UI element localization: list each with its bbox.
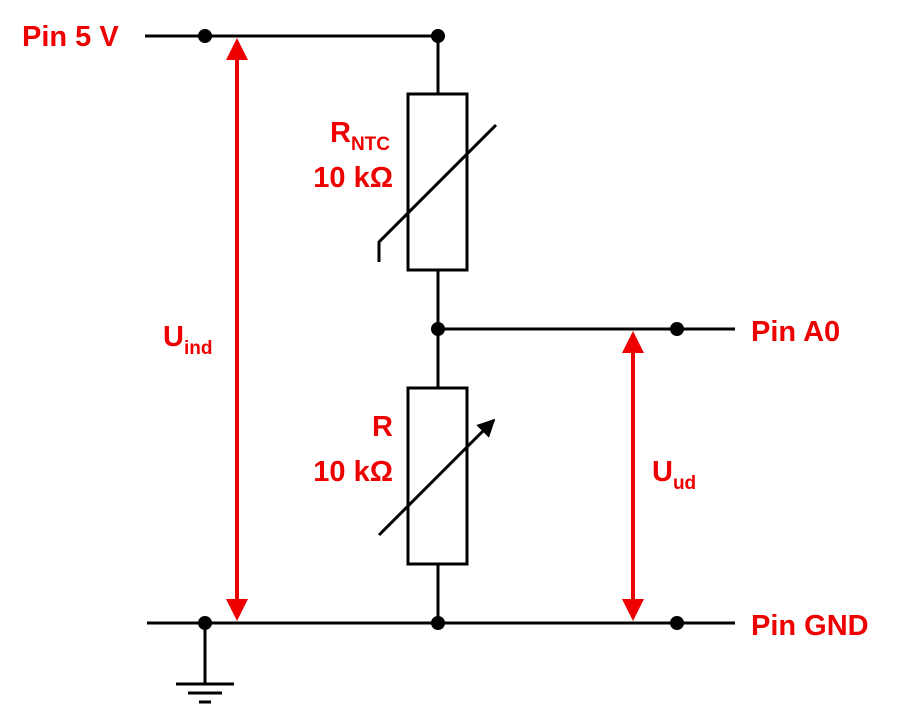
dot-top-right xyxy=(431,29,445,43)
r-value-label: 10 kΩ xyxy=(313,456,393,488)
ground-symbol-icon xyxy=(176,682,234,704)
rntc-name-label: RNTC xyxy=(330,117,390,155)
pin-5v-label: Pin 5 V xyxy=(22,21,119,53)
ntc-slash xyxy=(377,123,498,262)
junction-dots xyxy=(198,29,684,630)
rntc-value-label: 10 kΩ xyxy=(313,162,393,194)
variable-resistor-icon xyxy=(377,386,496,566)
u-ud-label: Uud xyxy=(652,456,696,494)
pin-gnd-label: Pin GND xyxy=(751,610,869,642)
pin-a0-label: Pin A0 xyxy=(751,316,840,348)
ntc-thermistor-icon xyxy=(377,92,498,272)
u-ud-sub: ud xyxy=(673,473,696,494)
u-ud-arrow xyxy=(622,331,644,621)
r-name-label: R xyxy=(372,411,393,443)
dot-middle-node xyxy=(431,322,445,336)
rntc-main: R xyxy=(330,117,351,149)
dot-top-left xyxy=(198,29,212,43)
dot-bottom-middle xyxy=(431,616,445,630)
dot-bottom-left xyxy=(198,616,212,630)
dot-a0-terminal xyxy=(670,322,684,336)
dot-gnd-terminal xyxy=(670,616,684,630)
rntc-sub: NTC xyxy=(351,134,390,155)
u-ind-arrow xyxy=(226,38,248,621)
u-ind-sub: ind xyxy=(184,338,213,359)
r-arrow xyxy=(377,418,496,537)
u-ud-main: U xyxy=(652,456,673,488)
u-ind-main: U xyxy=(163,321,184,353)
u-ind-label: Uind xyxy=(163,321,212,359)
